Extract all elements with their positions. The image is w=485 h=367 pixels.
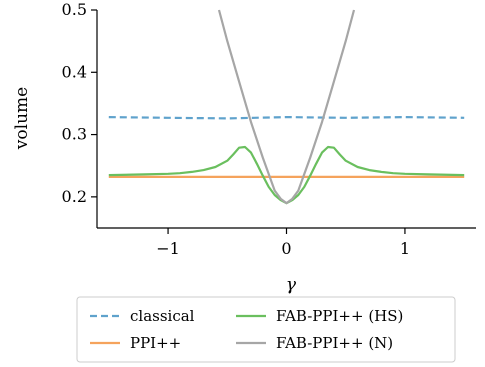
legend-label-fab-ppi-hs: FAB-PPI++ (HS) (276, 307, 403, 325)
y-tick-label: 0.3 (62, 125, 87, 144)
legend-label-classical: classical (130, 307, 195, 325)
y-tick-label: 0.2 (62, 187, 87, 206)
legend-frame (76, 296, 456, 363)
y-ticks: 0.2 0.3 0.4 0.5 (62, 0, 97, 206)
series-line-fab-ppi-hs (108, 145, 465, 205)
x-tick-label: −1 (156, 239, 180, 258)
series-line-classical (108, 115, 465, 120)
legend: classical PPI++ FAB-PPI++ (HS) FAB-PPI++ (N… (76, 296, 456, 363)
x-ticks: −1 0 1 (156, 228, 410, 258)
series-line-fab-ppi-n (217, 9, 356, 205)
x-tick-label: 0 (281, 239, 291, 258)
legend-label-fab-ppi-n: FAB-PPI++ (N) (276, 334, 393, 352)
y-axis-label: volume (12, 87, 32, 150)
x-axis-label: γ (286, 275, 297, 295)
legend-label-ppi: PPI++ (130, 334, 181, 352)
x-tick-label: 1 (400, 239, 410, 258)
y-tick-label: 0.4 (62, 62, 87, 81)
series-layer (108, 9, 465, 205)
y-tick-label: 0.5 (62, 0, 87, 19)
